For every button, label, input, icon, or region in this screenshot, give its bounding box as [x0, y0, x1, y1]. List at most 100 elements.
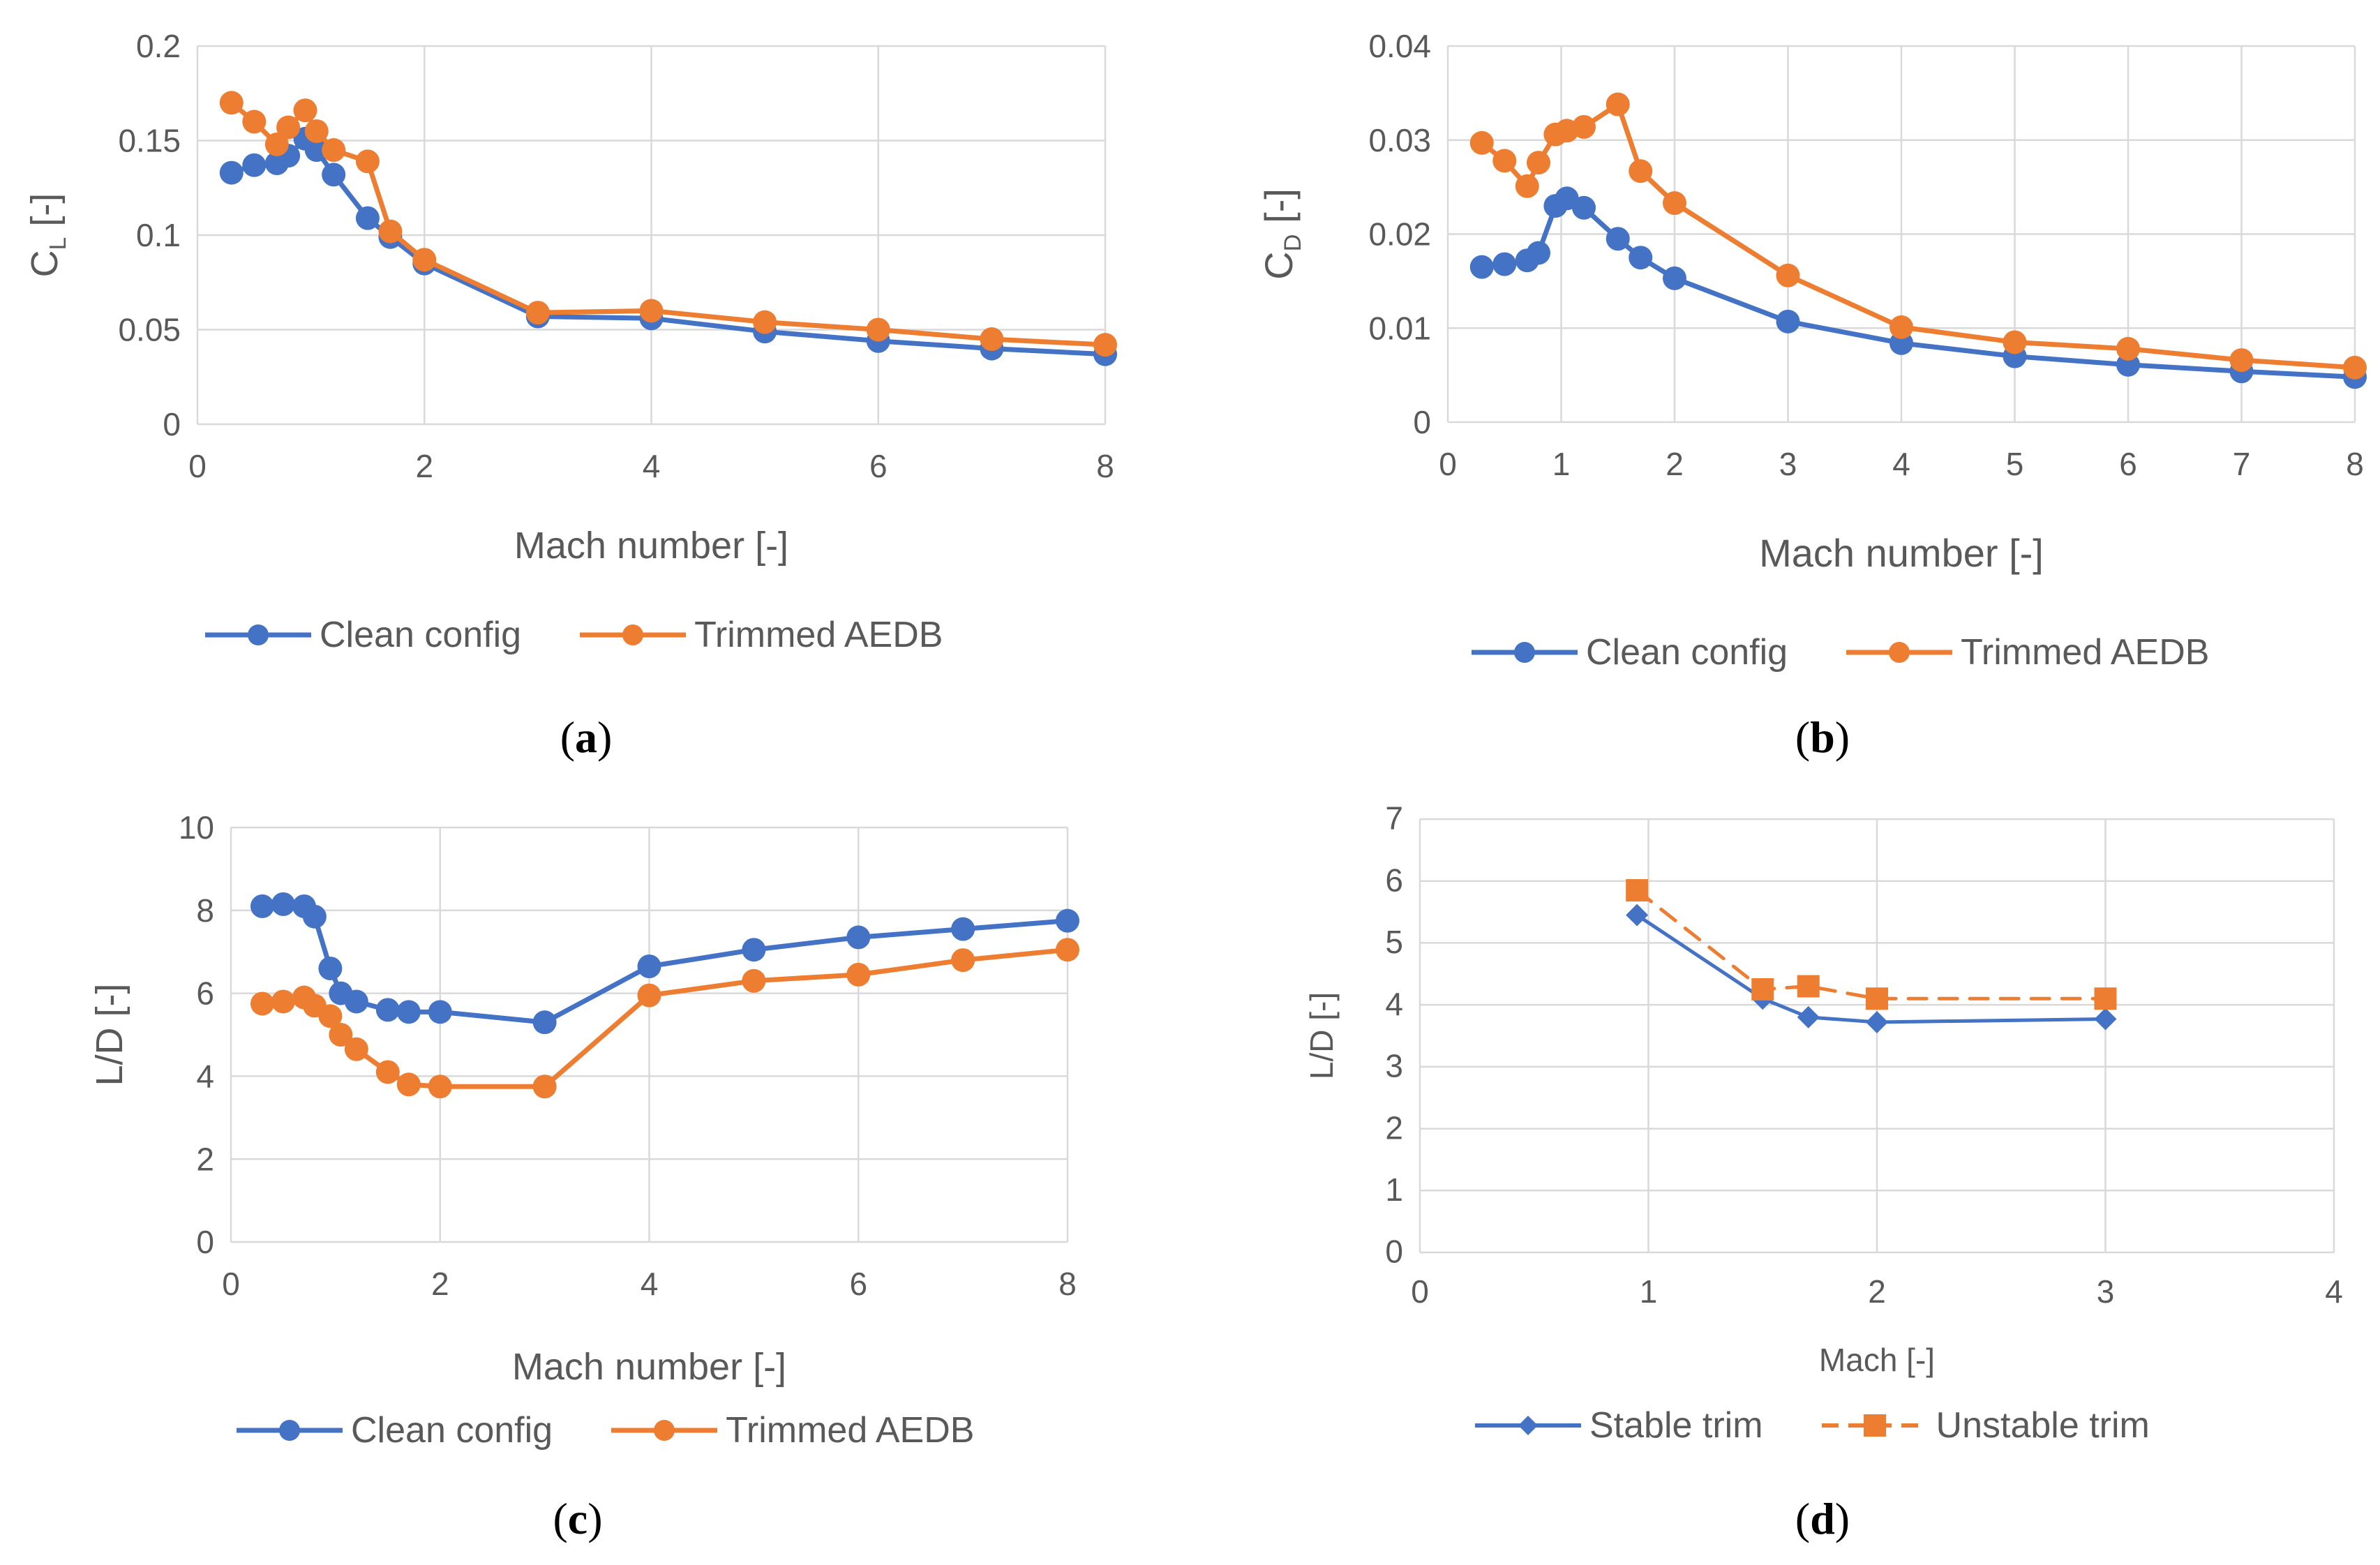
data-point: [219, 91, 244, 115]
panel-caption-a: (a): [560, 712, 613, 762]
y-tick-label: 0.04: [1368, 28, 1431, 64]
data-point: [378, 219, 403, 244]
x-tick-label: 4: [641, 1266, 659, 1302]
legend-c: Clean config Trimmed AEDB: [234, 1409, 974, 1451]
data-point: [355, 149, 380, 174]
x-tick-label: 2: [431, 1266, 449, 1302]
x-tick-label: 4: [1892, 446, 1910, 482]
legend-label: Trimmed AEDB: [694, 615, 943, 655]
data-point: [2003, 330, 2027, 354]
data-point: [1797, 975, 1820, 998]
data-point: [344, 1037, 368, 1061]
y-tick-label: 0: [163, 406, 181, 442]
data-point: [1469, 255, 1494, 279]
data-point: [304, 138, 329, 163]
y-tick-label: 2: [1385, 1109, 1403, 1146]
chart-cd-vs-mach: 0 0.01 0.02 0.03 0.04 0 1 2 3 4 5 6 7 8 Mach number [-…: [1257, 28, 2367, 575]
data-point: [846, 962, 871, 987]
data-point: [846, 925, 871, 950]
legend-item-clean-config: Clean config: [202, 614, 521, 656]
data-point: [951, 917, 975, 941]
data-point: [355, 206, 380, 230]
legend-d: Stable trim Unstable trim: [1472, 1405, 2150, 1446]
panel-caption-b: (b): [1795, 712, 1850, 762]
y-tick-label: 0: [1385, 1234, 1403, 1270]
data-point: [318, 1004, 343, 1028]
data-point: [637, 983, 661, 1008]
data-point: [1606, 227, 1630, 251]
data-point: [1776, 309, 1800, 334]
y-tick-label: 10: [179, 809, 214, 846]
legend-b: Clean config Trimmed AEDB: [1469, 631, 2209, 673]
data-point: [329, 1023, 353, 1047]
y-tick-label: 4: [1385, 986, 1403, 1022]
panel-caption-d: (d): [1795, 1494, 1850, 1543]
y-axis-title: CD [-]: [1257, 188, 1306, 280]
legend-item-clean-config: Clean config: [1469, 631, 1788, 673]
x-tick-label: 0: [188, 448, 207, 484]
data-point: [866, 317, 890, 342]
series-line-0: [1479, 195, 2358, 380]
x-tick-label: 4: [2325, 1273, 2343, 1310]
data-point: [1492, 252, 1517, 276]
data-point: [322, 138, 346, 163]
x-tick-label: 8: [1096, 448, 1114, 484]
legend-a: Clean config Trimmed AEDB: [202, 614, 943, 656]
data-point: [1469, 130, 1494, 155]
x-tick-label: 2: [415, 448, 433, 484]
series-line-1: [1635, 888, 2107, 1001]
y-tick-label: 3: [1385, 1048, 1403, 1084]
data-point: [318, 956, 343, 980]
x-tick-label: 3: [1779, 446, 1797, 482]
legend-item-trimmed-aedb: Trimmed AEDB: [608, 1409, 974, 1451]
data-point: [2116, 336, 2140, 361]
data-point: [412, 248, 437, 272]
data-point: [264, 132, 289, 156]
data-point: [1606, 92, 1630, 117]
data-point: [1866, 1010, 1888, 1033]
data-point: [271, 989, 295, 1014]
panel-letter: d: [1810, 1494, 1835, 1543]
x-tick-label: 0: [1411, 1273, 1429, 1310]
data-point: [753, 310, 777, 334]
y-axis-title: L/D [-]: [1303, 992, 1340, 1079]
x-tick-label: 4: [643, 448, 661, 484]
x-axis-title: Mach number [-]: [512, 1346, 786, 1388]
data-point: [271, 892, 295, 916]
chart-ld-vs-mach-trim: 0 1 2 3 4 5 6 7 0 1 2 3 4 Mach [-] L/D [-]: [1303, 800, 2343, 1378]
x-tick-label: 8: [1058, 1266, 1077, 1302]
x-axis-title: Mach number [-]: [514, 525, 788, 567]
data-point: [742, 938, 766, 962]
data-point: [428, 1074, 452, 1099]
x-tick-label: 6: [869, 448, 888, 484]
x-tick-label: 0: [1439, 446, 1457, 482]
data-point: [1492, 149, 1517, 173]
data-point: [525, 301, 550, 325]
data-point: [1889, 315, 1913, 339]
y-tick-label: 6: [196, 975, 214, 1012]
data-point: [1056, 908, 1079, 933]
x-tick-label: 2: [1868, 1273, 1886, 1310]
data-point: [2343, 355, 2367, 380]
y-tick-label: 0.02: [1368, 216, 1431, 253]
data-point: [1797, 1005, 1820, 1028]
data-point: [532, 1074, 557, 1099]
chart-cl-vs-mach: 0 0.05 0.1 0.15 0.2 0 2 4 6 8 Mach number [-] CL [-…: [24, 28, 1117, 567]
data-point: [1629, 159, 1653, 184]
chart-ld-vs-mach: 0 2 4 6 8 10 0 2 4 6 8 Mach number [-] L/D [-]: [89, 809, 1079, 1388]
y-tick-label: 8: [196, 892, 214, 929]
data-point: [428, 1000, 452, 1024]
x-tick-label: 7: [2233, 446, 2251, 482]
legend-item-trimmed-aedb: Trimmed AEDB: [577, 614, 943, 656]
data-point: [1572, 114, 1596, 139]
y-axis-title: CL [-]: [24, 193, 71, 278]
data-point: [1527, 241, 1550, 265]
data-point: [1751, 978, 1774, 1001]
data-point: [375, 998, 400, 1022]
data-point: [322, 163, 346, 187]
data-point: [219, 160, 244, 185]
data-point: [250, 991, 274, 1016]
legend-label: Clean config: [351, 1410, 553, 1451]
y-tick-label: 0.05: [118, 312, 181, 348]
